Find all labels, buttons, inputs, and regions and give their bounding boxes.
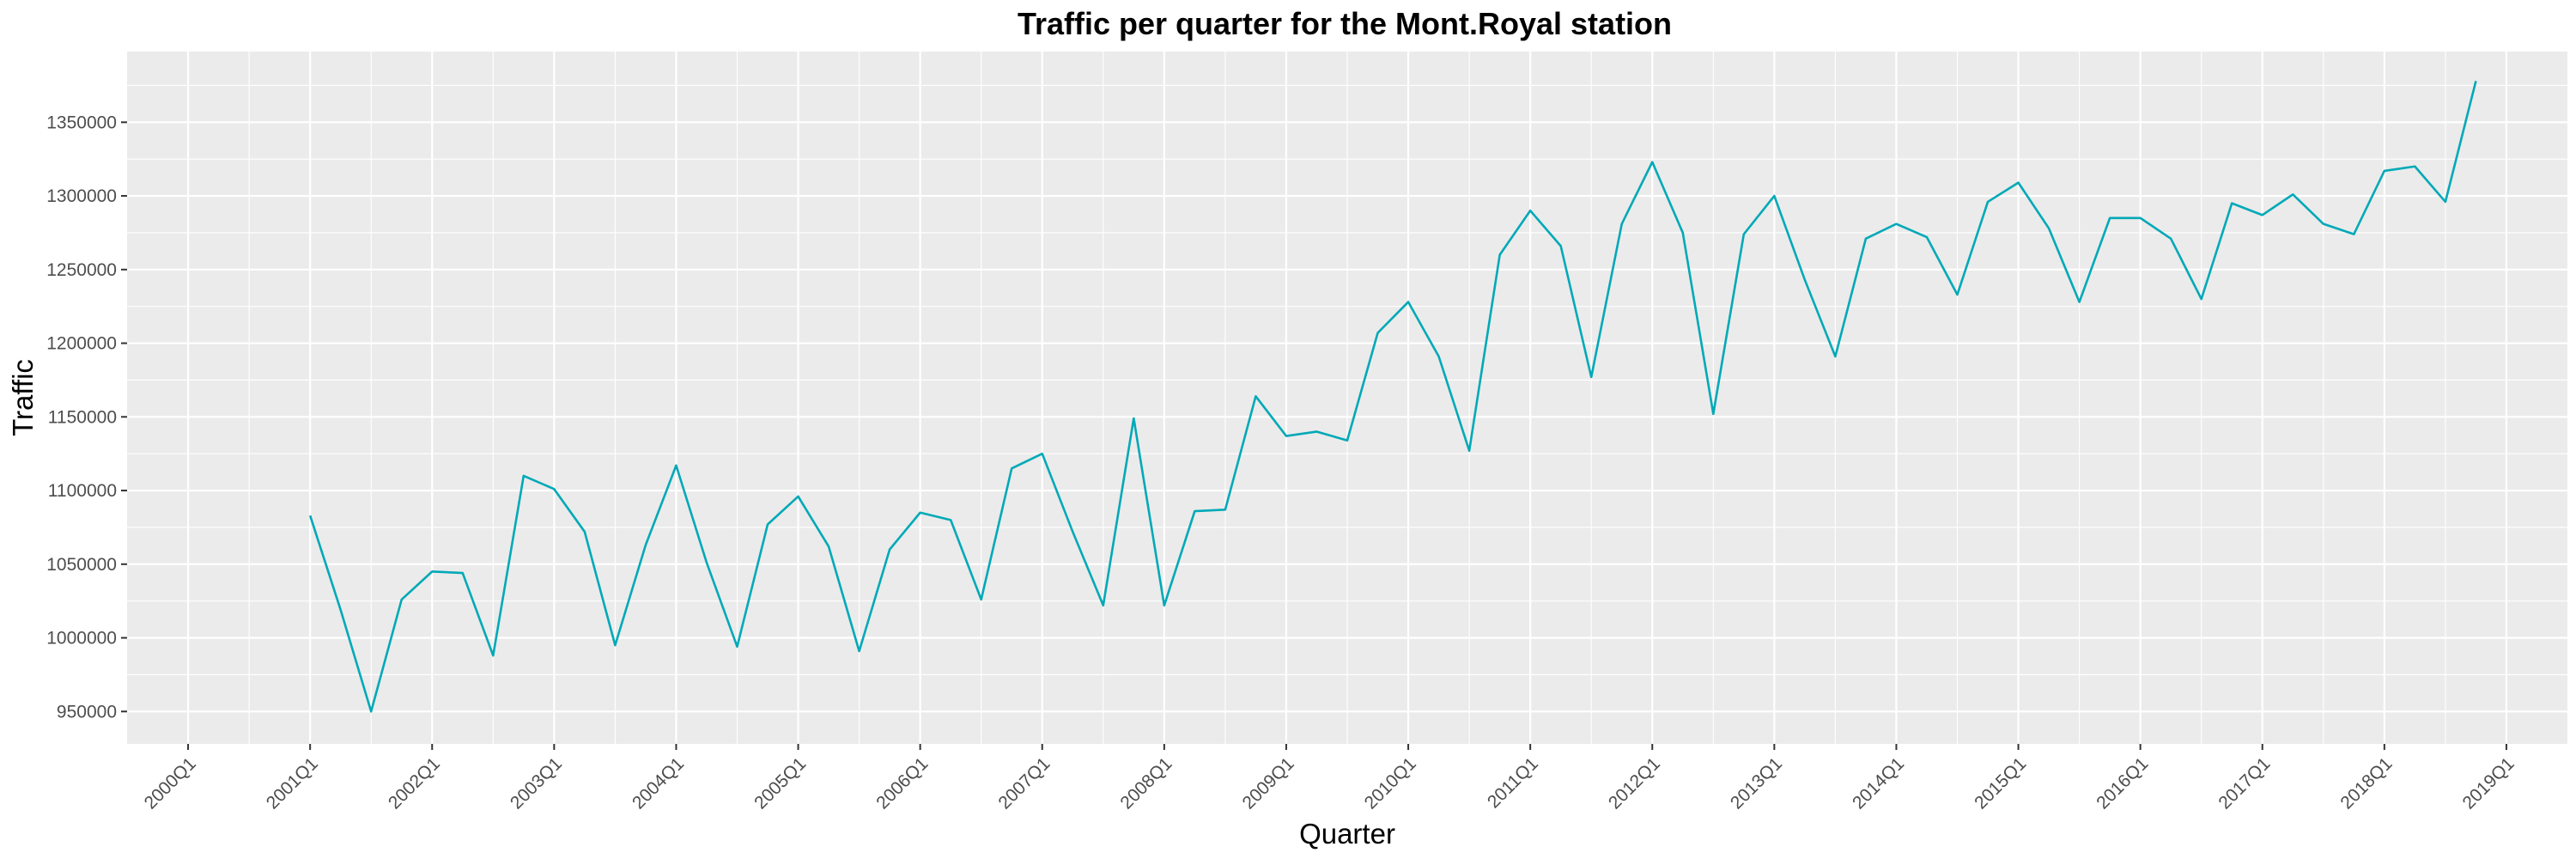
y-tick-label: 1000000 bbox=[46, 629, 117, 649]
x-tick-label: 2010Q1 bbox=[1361, 753, 1420, 813]
x-tick-label: 2014Q1 bbox=[1849, 753, 1908, 813]
major-gridlines bbox=[127, 52, 2567, 744]
x-tick-label: 2002Q1 bbox=[385, 753, 444, 813]
x-tick-label: 2011Q1 bbox=[1484, 753, 1542, 812]
y-tick-label: 950000 bbox=[57, 702, 117, 722]
x-tick-label: 2013Q1 bbox=[1727, 753, 1786, 813]
y-tick-label: 1100000 bbox=[48, 481, 117, 501]
x-tick-label: 2015Q1 bbox=[1971, 753, 2030, 813]
y-axis-title: Traffic bbox=[7, 359, 39, 436]
x-tick-label: 2019Q1 bbox=[2459, 753, 2518, 813]
minor-gridlines bbox=[127, 52, 2567, 744]
x-axis-title: Quarter bbox=[1299, 818, 1395, 850]
x-tick-label: 2018Q1 bbox=[2336, 753, 2396, 813]
x-tick-label: 2001Q1 bbox=[263, 753, 322, 813]
y-axis: 950000 1000000 1050000 1100000 1150000 120000… bbox=[46, 113, 127, 722]
x-tick-label: 2006Q1 bbox=[872, 753, 932, 813]
x-tick-label: 2008Q1 bbox=[1116, 753, 1176, 813]
x-tick-label: 2012Q1 bbox=[1605, 753, 1664, 813]
x-tick-label: 2003Q1 bbox=[507, 753, 566, 813]
x-tick-label: 2009Q1 bbox=[1239, 753, 1298, 813]
x-tick-label: 2005Q1 bbox=[750, 753, 810, 813]
x-tick-label: 2017Q1 bbox=[2215, 753, 2274, 813]
y-tick-label: 1050000 bbox=[46, 555, 117, 575]
y-tick-label: 1150000 bbox=[48, 407, 117, 427]
x-tick-label: 2016Q1 bbox=[2093, 753, 2152, 813]
x-tick-label: 2007Q1 bbox=[994, 753, 1054, 813]
x-axis: 2000Q1 2001Q1 2002Q1 2003Q1 2004Q1 2005Q1 2006… bbox=[141, 744, 2518, 813]
chart-title: Traffic per quarter for the Mont.Royal s… bbox=[1018, 6, 1672, 41]
y-tick-label: 1350000 bbox=[46, 113, 117, 132]
y-tick-label: 1300000 bbox=[46, 186, 117, 206]
traffic-series-line bbox=[308, 80, 2477, 713]
y-tick-label: 1200000 bbox=[46, 334, 117, 354]
y-tick-label: 1250000 bbox=[46, 260, 117, 280]
x-tick-label: 2000Q1 bbox=[141, 753, 200, 813]
x-tick-label: 2004Q1 bbox=[629, 753, 688, 813]
